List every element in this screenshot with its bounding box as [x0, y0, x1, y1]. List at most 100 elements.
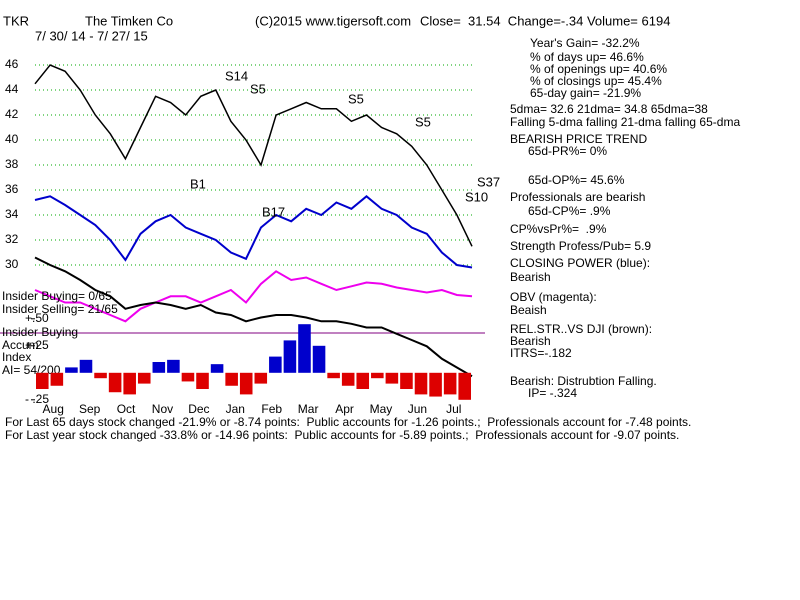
series-line [34, 64, 473, 247]
signal-label: B1 [190, 176, 206, 191]
panel-label: Insider Selling= 21/65 [2, 302, 118, 316]
accum-bar [152, 362, 166, 373]
side-text: Beaish [510, 303, 547, 317]
y-tick-label: 36 [5, 182, 19, 196]
side-text: Bearish: Distrubtion Falling. [510, 374, 657, 388]
accum-bar [239, 372, 253, 395]
side-text: BEARISH PRICE TREND [510, 132, 647, 146]
side-text: 65d-PR%= 0% [528, 144, 607, 158]
accum-bar [327, 372, 340, 379]
footer-text: For Last 65 days stock changed -21.9% or… [5, 415, 691, 429]
copyright: (C)2015 www.tigersoft.com [255, 13, 411, 28]
side-text: ITRS=-.182 [510, 346, 572, 360]
side-text: % of closings up= 45.4% [530, 74, 662, 88]
date-range: 7/ 30/ 14 - 7/ 27/ 15 [35, 28, 148, 43]
y-tick-label: +.25 [25, 338, 49, 352]
accum-bar [36, 372, 49, 389]
y-tick-label: 32 [5, 232, 19, 246]
accum-bar [341, 372, 355, 386]
side-text: Year's Gain= -32.2% [530, 36, 640, 50]
accum-bar [414, 372, 428, 395]
accum-bar [50, 372, 64, 386]
y-tick-label: 46 [5, 57, 19, 71]
x-tick-label: Nov [152, 402, 173, 416]
accum-bar [123, 372, 136, 395]
accum-bar [269, 356, 282, 373]
y-tick-label: - .25 [25, 392, 49, 406]
side-text: Strength Profess/Pub= 5.9 [510, 239, 651, 253]
accum-bar [65, 367, 78, 373]
accum-bar [400, 372, 413, 389]
accum-bar [137, 372, 151, 384]
side-text: % of openings up= 40.6% [530, 62, 667, 76]
y-tick-label: 44 [5, 82, 19, 96]
accum-bar [356, 372, 370, 389]
y-tick-label: +.50 [25, 311, 49, 325]
signal-label: S5 [250, 81, 266, 96]
accum-bar [385, 372, 399, 384]
accum-bar [94, 372, 107, 379]
side-text: CP%vsPr%= .9% [510, 222, 607, 236]
x-tick-label: Aug [43, 402, 64, 416]
accum-bar [312, 345, 326, 373]
y-tick-label: 42 [5, 107, 19, 121]
accum-bar [371, 372, 384, 379]
x-tick-label: Jun [408, 402, 427, 416]
accum-bar [429, 372, 442, 397]
company: The Timken Co [85, 13, 173, 28]
accum-bar [458, 372, 471, 400]
signal-label: S14 [225, 68, 248, 83]
side-text: 65-day gain= -21.9% [530, 86, 641, 100]
side-text: Falling 5-dma falling 21-dma falling 65-… [510, 115, 740, 129]
side-text: 5dma= 32.6 21dma= 34.8 65dma=38 [510, 102, 708, 116]
side-text: Bearish [510, 270, 551, 284]
quote: Close= 31.54 Change=-.34 Volume= 6194 [420, 13, 670, 28]
accum-bar [298, 324, 311, 373]
side-text: Bearish [510, 334, 551, 348]
signal-label: S5 [415, 114, 431, 129]
y-tick-label: 40 [5, 132, 19, 146]
side-text: 65d-CP%= .9% [528, 204, 611, 218]
signal-label: B17 [262, 204, 285, 219]
accum-bar [181, 372, 195, 382]
x-tick-label: Jul [446, 402, 461, 416]
accum-bar [196, 372, 209, 389]
accum-bar [225, 372, 238, 386]
x-tick-label: Apr [335, 402, 354, 416]
accum-bar [210, 364, 224, 373]
panel-label: Index [2, 350, 31, 364]
ticker: TKR [3, 13, 29, 28]
series-line [34, 270, 473, 323]
x-tick-label: Oct [117, 402, 136, 416]
panel-label: Accum [2, 338, 39, 352]
signal-label: S10 [465, 189, 488, 204]
signal-label: S37 [477, 174, 500, 189]
side-text: Professionals are bearish [510, 190, 645, 204]
footer-text: For Last year stock changed -33.8% or -1… [5, 428, 679, 442]
y-tick-label: 38 [5, 157, 19, 171]
x-tick-label: Dec [188, 402, 209, 416]
accum-bar [443, 372, 457, 395]
panel-label: Insider Buying= 0/65 [2, 289, 112, 303]
accum-bar [254, 372, 268, 384]
y-tick-label: 34 [5, 207, 19, 221]
accum-bar [283, 340, 297, 373]
x-tick-label: Jan [226, 402, 245, 416]
side-text: REL.STR..VS DJI (brown): [510, 322, 652, 336]
side-text: 65d-OP%= 45.6% [528, 173, 625, 187]
side-text: OBV (magenta): [510, 290, 597, 304]
series-line [34, 256, 473, 378]
x-tick-label: May [370, 402, 393, 416]
x-tick-label: Mar [298, 402, 319, 416]
accum-bar [79, 359, 93, 373]
side-text: IP= -.324 [528, 386, 577, 400]
side-text: % of days up= 46.6% [530, 50, 644, 64]
x-tick-label: Sep [79, 402, 101, 416]
side-text: CLOSING POWER (blue): [510, 256, 650, 270]
series-line [34, 195, 473, 269]
panel-label: Insider Buying [2, 325, 78, 339]
accum-bar [167, 359, 180, 373]
y-tick-label: 30 [5, 257, 19, 271]
